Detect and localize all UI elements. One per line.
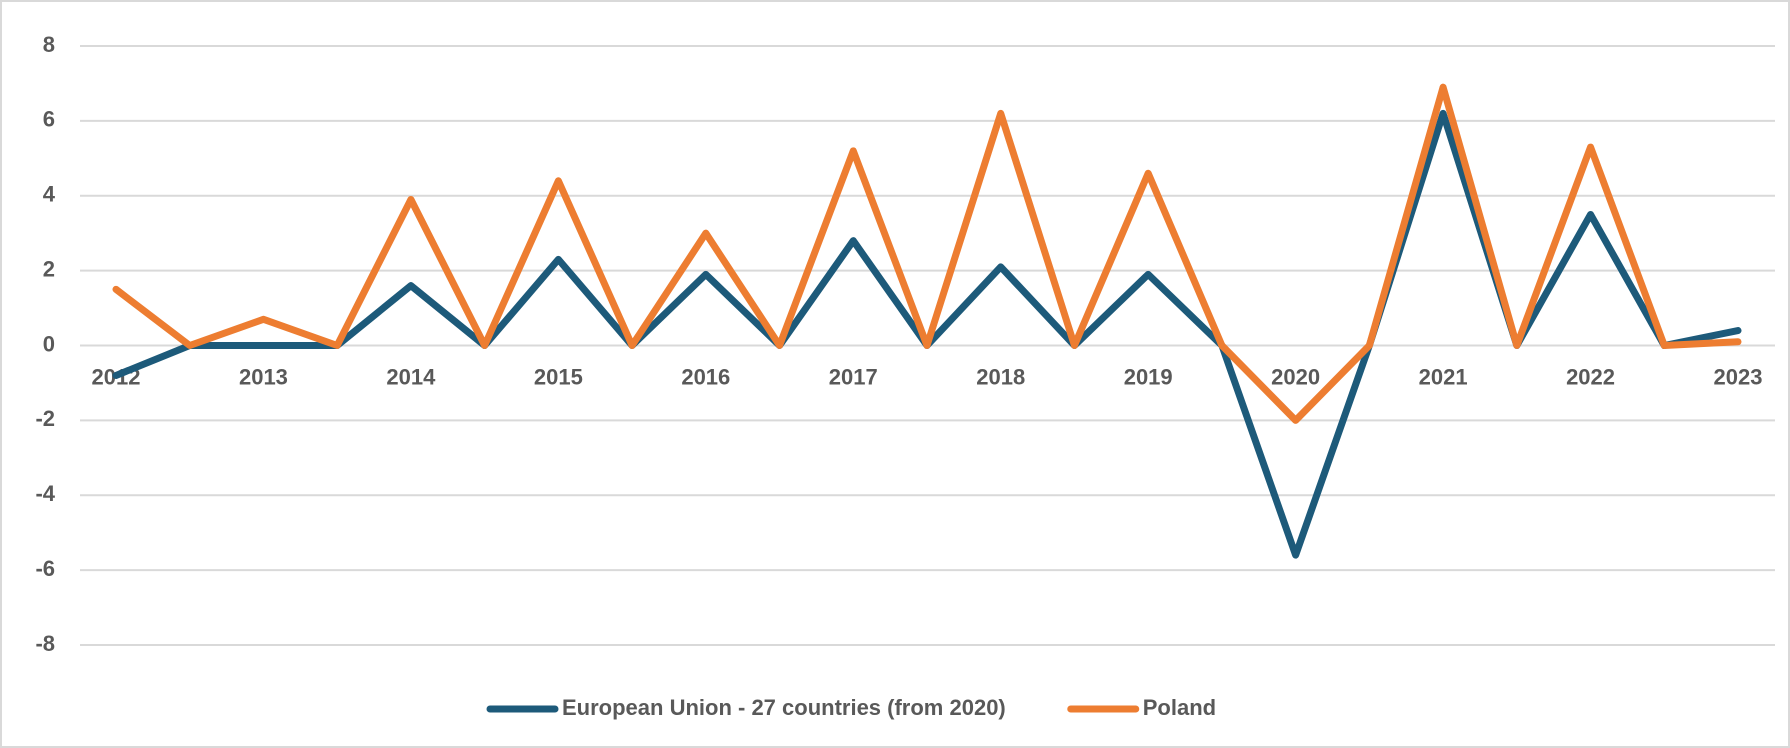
x-tick-label: 2019 <box>1124 364 1173 389</box>
y-tick-label: 2 <box>43 256 55 281</box>
x-tick-label: 2014 <box>386 364 436 389</box>
x-tick-label: 2015 <box>534 364 583 389</box>
x-tick-label: 2022 <box>1566 364 1615 389</box>
y-tick-label: -6 <box>35 556 55 581</box>
x-tick-label: 2021 <box>1419 364 1468 389</box>
x-tick-label: 2020 <box>1271 364 1320 389</box>
y-tick-label: -4 <box>35 481 55 506</box>
x-tick-label: 2013 <box>239 364 288 389</box>
y-tick-label: -2 <box>35 406 55 431</box>
legend-label: European Union - 27 countries (from 2020… <box>562 695 1006 720</box>
x-tick-label: 2016 <box>681 364 730 389</box>
y-tick-label: 4 <box>43 182 56 207</box>
x-tick-label: 2023 <box>1714 364 1763 389</box>
y-tick-label: -8 <box>35 631 55 656</box>
x-tick-label: 2017 <box>829 364 878 389</box>
y-tick-label: 6 <box>43 107 55 132</box>
legend-label: Poland <box>1143 695 1216 720</box>
series-line <box>112 83 1742 424</box>
x-tick-label: 2018 <box>976 364 1025 389</box>
y-tick-label: 0 <box>43 331 55 356</box>
y-tick-label: 8 <box>43 32 55 57</box>
